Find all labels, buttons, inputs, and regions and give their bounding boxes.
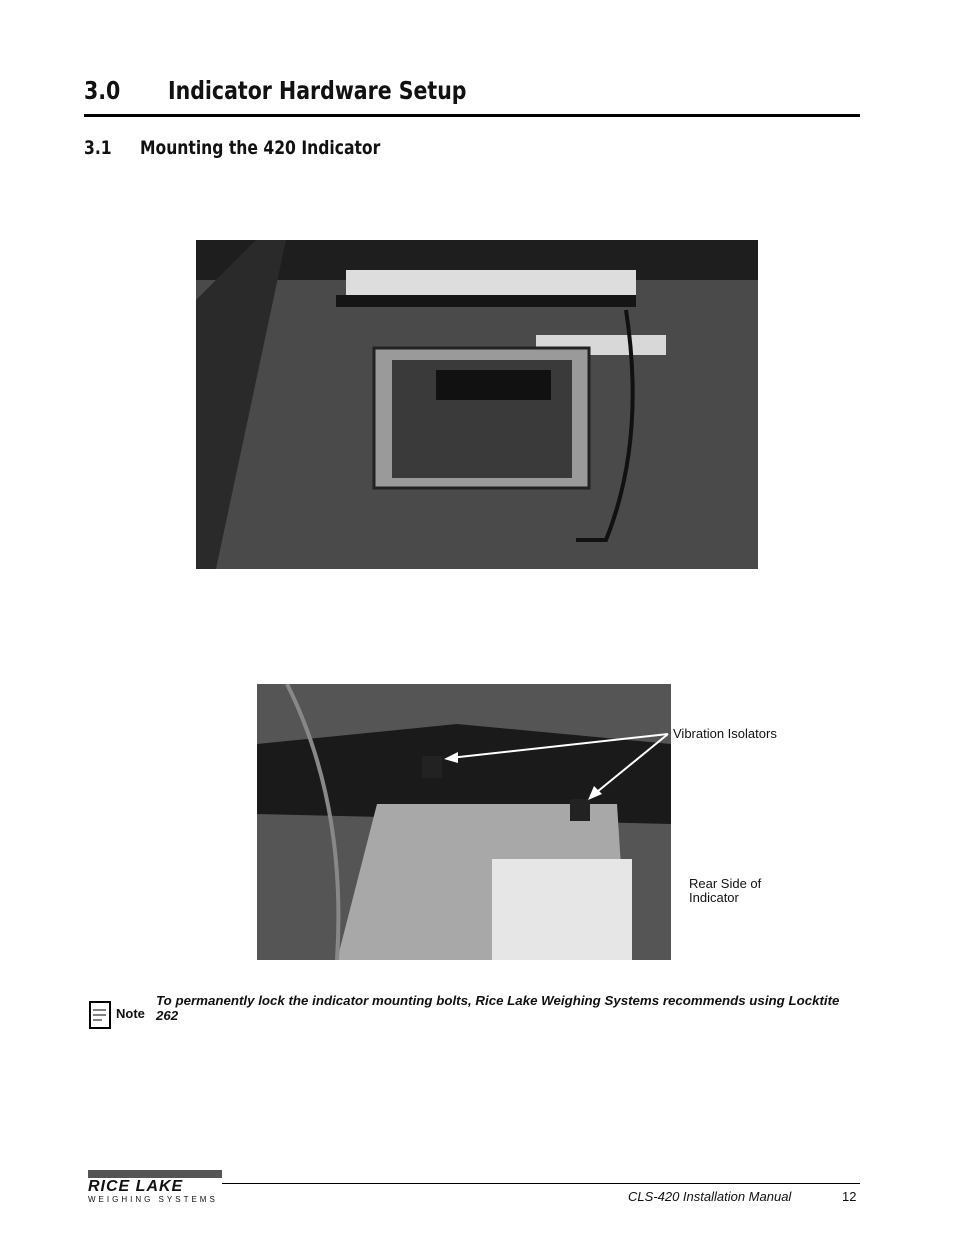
callout: Vibration Isolators	[673, 726, 777, 741]
note-text: To permanently lock the indicator mounti…	[156, 993, 840, 1023]
photo-rear	[257, 684, 671, 960]
manual-name: CLS-420 Installation Manual	[628, 1189, 792, 1204]
logo-bar	[88, 1170, 222, 1178]
callout: Indicator	[689, 890, 739, 905]
page-number: 12	[842, 1189, 857, 1204]
photo-indicator	[196, 240, 758, 569]
logo-sub: WEIGHING SYSTEMS	[88, 1195, 218, 1204]
subsection-title: Mounting the 420 Indicator	[140, 137, 381, 159]
rule	[84, 114, 860, 117]
section-title: Indicator Hardware Setup	[168, 76, 467, 105]
section-number: 3.0	[84, 76, 121, 105]
footer-rule	[222, 1183, 860, 1184]
subsection-number: 3.1	[84, 137, 112, 159]
callout: Rear Side of	[689, 876, 762, 891]
callout-arrows	[444, 733, 669, 800]
logo: RICE LAKE	[88, 1178, 184, 1195]
note-icon	[89, 1001, 111, 1029]
note-label: Note	[116, 1006, 145, 1021]
